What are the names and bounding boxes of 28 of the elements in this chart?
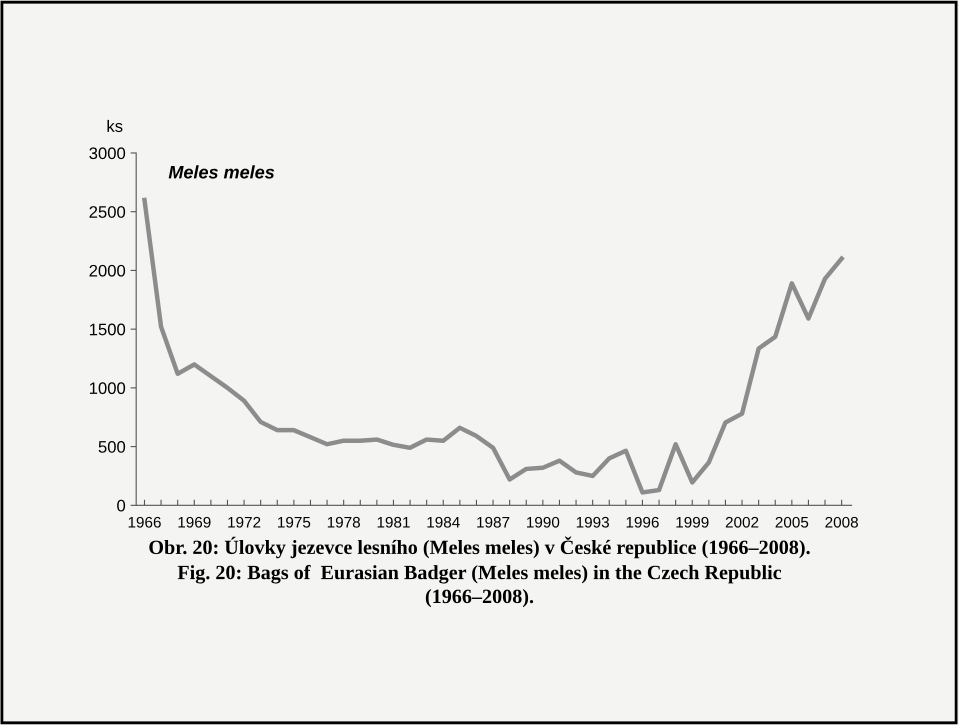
y-tick-label: 0 <box>117 500 126 512</box>
x-tick-label: 1981 <box>378 516 410 528</box>
caption: Fig. 20: Bags of Eurasian Badger (Meles meles) in the Czech Republic <box>178 564 782 584</box>
x-tick-label: 1996 <box>626 516 659 528</box>
x-tick-label: 2008 <box>825 516 858 528</box>
x-tick-label: 1990 <box>527 516 560 528</box>
y-tick-label: 3000 <box>89 147 126 160</box>
y-tick-label: 500 <box>98 441 126 453</box>
x-tick-label: 2002 <box>726 516 758 528</box>
x-tick-label: 1975 <box>278 516 310 528</box>
x-tick-label: 2005 <box>776 516 808 528</box>
y-tick-label: 1500 <box>90 324 126 336</box>
x-tick-label: 1969 <box>178 516 211 528</box>
y-axis-title: ks <box>108 120 122 132</box>
text: Obr. 20: Úlovky jezevce lesního (Meles meles) v České republice (1966–2008). <box>149 536 810 558</box>
annotation: Meles meles <box>168 165 274 179</box>
x-tick-label: 1978 <box>328 516 360 528</box>
y-tick-label: 1000 <box>90 382 126 394</box>
x-tick-label: 1984 <box>427 516 460 528</box>
x-tick-label: 1966 <box>128 516 161 528</box>
line-series <box>142 198 844 495</box>
y-tick-label: 2500 <box>90 206 126 218</box>
x-tick-label: 1987 <box>477 516 510 528</box>
x-tick-label: 1972 <box>228 516 260 528</box>
y-tick-label: 2000 <box>90 264 126 277</box>
x-tick-label: 1999 <box>676 516 709 528</box>
x-tick-label: 1993 <box>576 516 609 528</box>
text: (1966–2008). <box>426 588 534 608</box>
